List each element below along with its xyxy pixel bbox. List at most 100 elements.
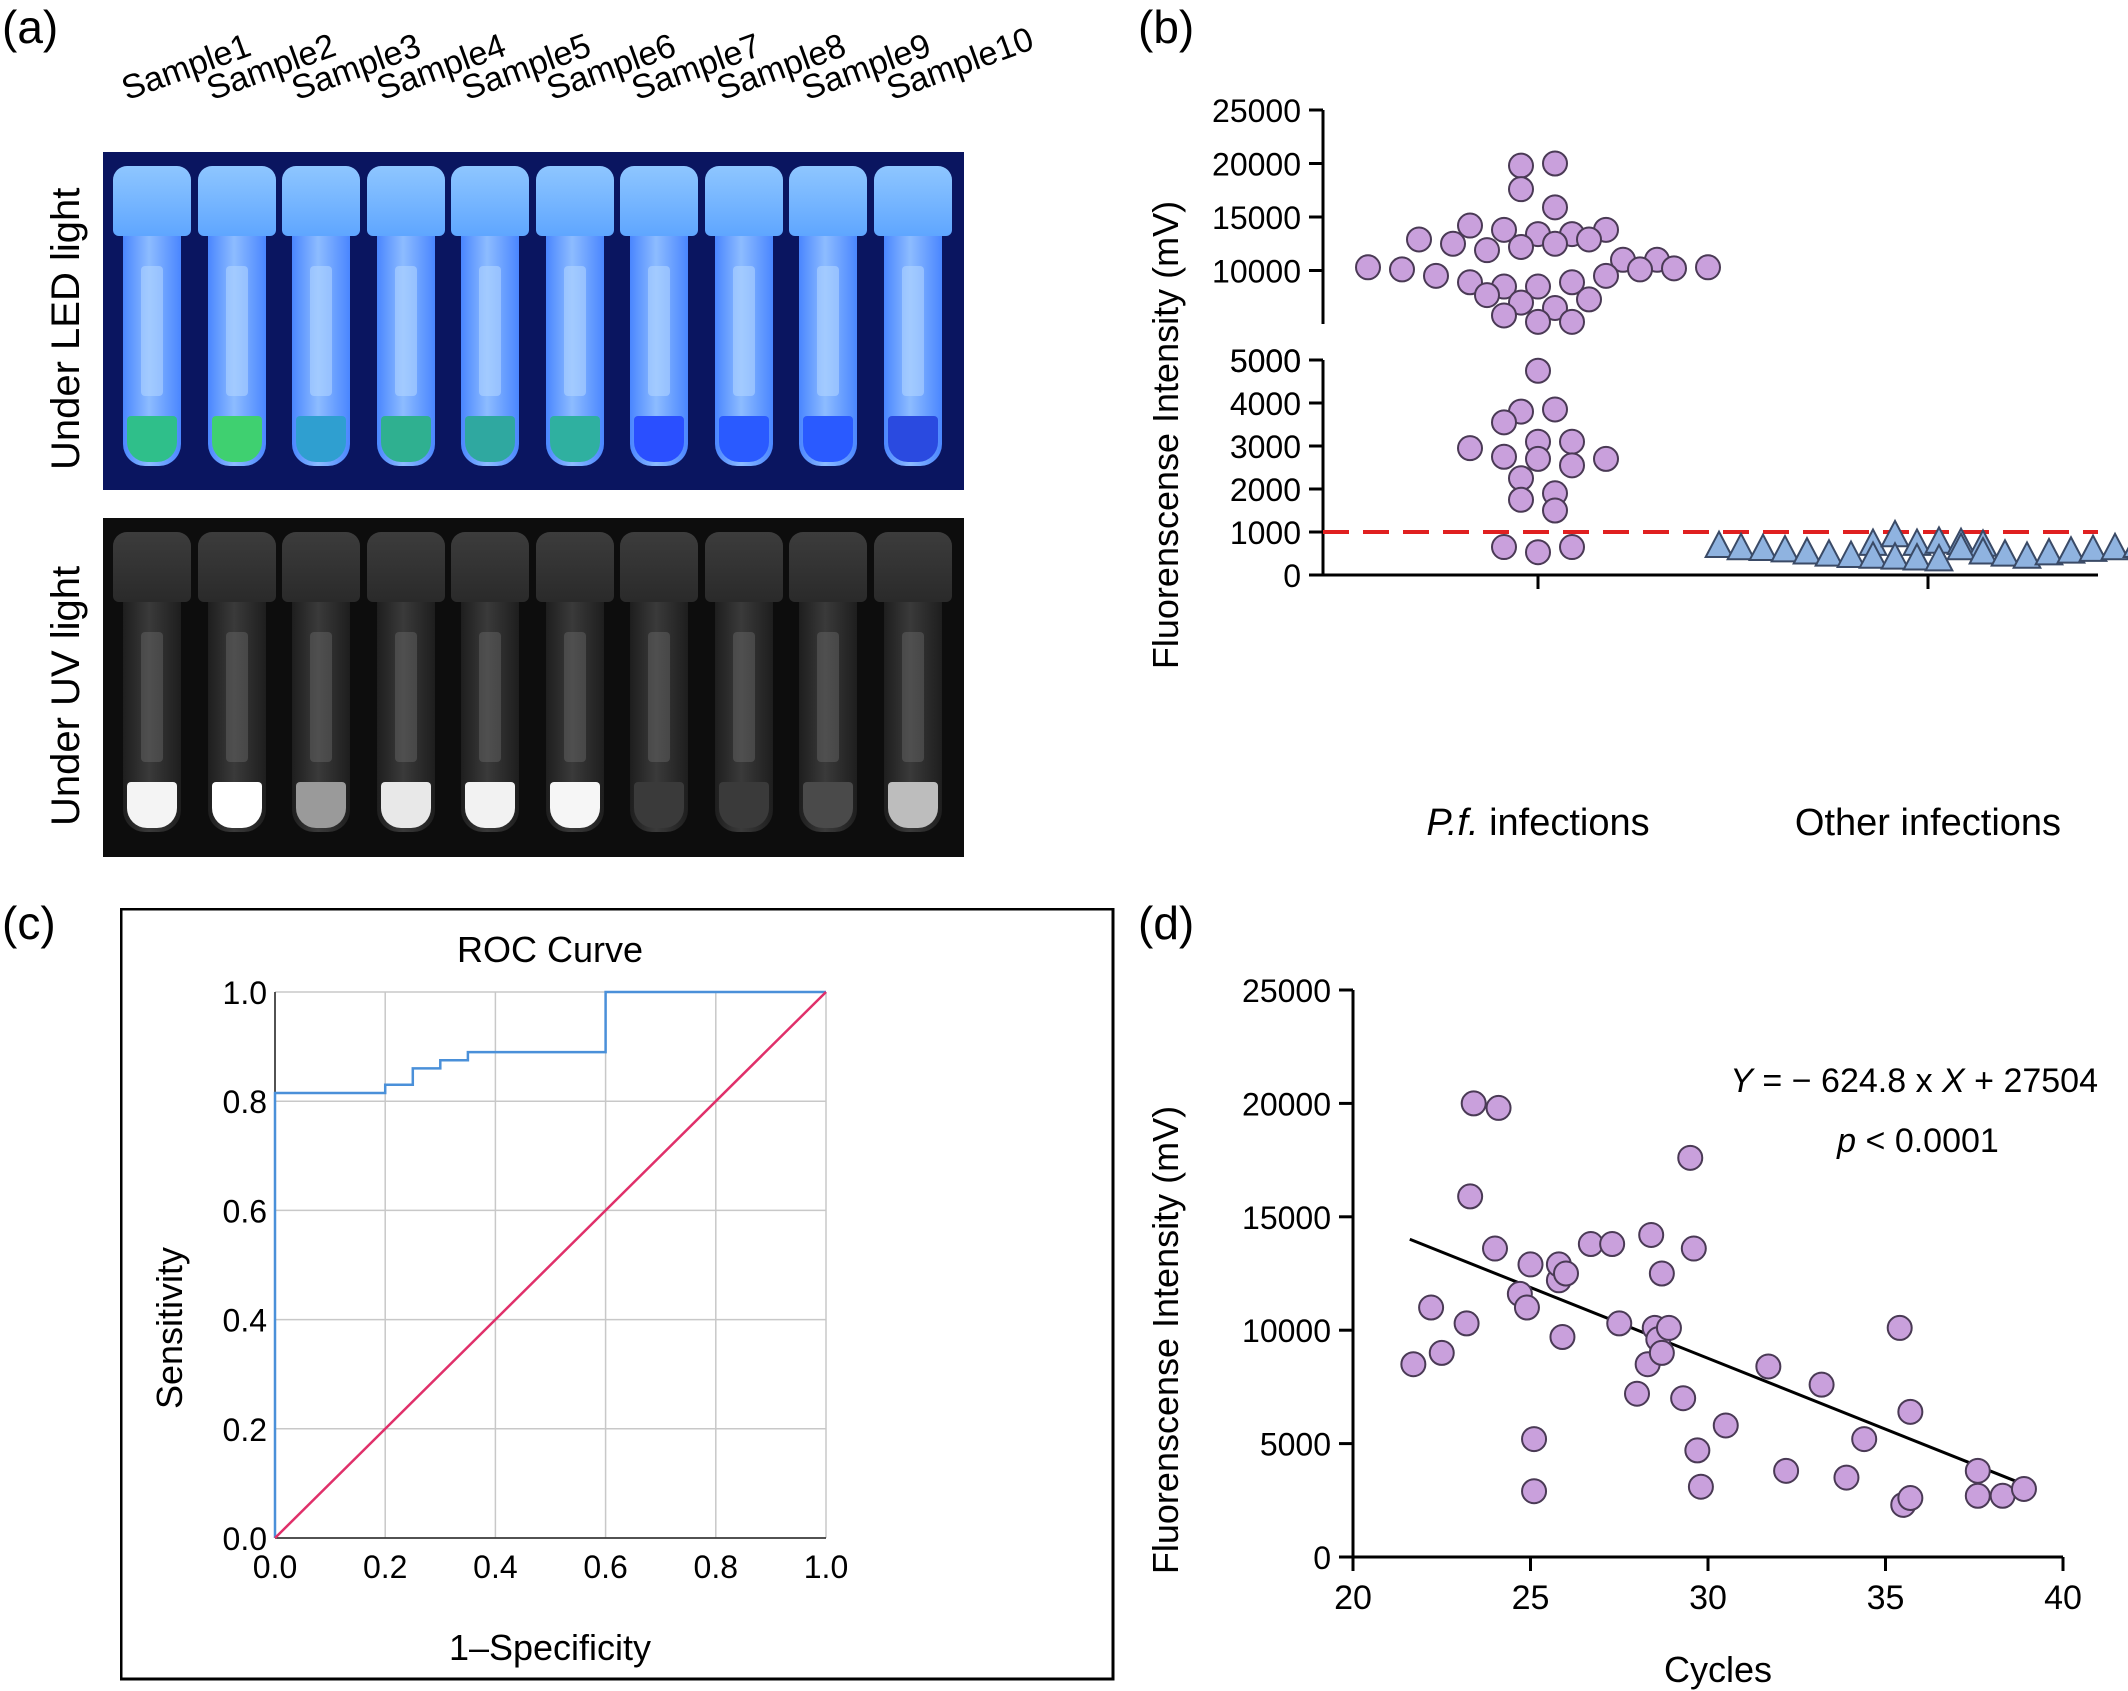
chart-b-point-other bbox=[1748, 532, 1778, 562]
chart-d-equation: Y = − 624.8 x X + 27504 bbox=[1730, 1062, 2098, 1100]
chart-d-point bbox=[1418, 1294, 1445, 1321]
chart-b-point-pf bbox=[1542, 150, 1568, 177]
chart-b-point-pf bbox=[1491, 534, 1517, 561]
chart-b-point-other bbox=[1770, 533, 1800, 563]
chart-b-point-pf bbox=[1576, 286, 1602, 313]
chart-b-point-pf bbox=[1542, 230, 1568, 257]
chart-b-point-pf bbox=[1508, 152, 1534, 179]
chart-b-point-other bbox=[1968, 535, 1998, 565]
chart-d-point bbox=[1485, 1094, 1512, 1121]
chart-b-point-other bbox=[1814, 538, 1844, 567]
chart-d-point bbox=[1712, 1412, 1739, 1439]
panel-label-d: (d) bbox=[1138, 897, 1195, 949]
chart-d-y-tick-label: 5000 bbox=[1260, 1427, 1331, 1463]
led-tube bbox=[873, 166, 952, 466]
chart-b-point-pf bbox=[1542, 194, 1568, 221]
chart-b-point-other bbox=[1880, 541, 1910, 570]
chart-c-x-tick-label: 0.8 bbox=[694, 1549, 738, 1585]
chart-d-point bbox=[1482, 1235, 1508, 1262]
chart-c-y-tick-label: 0.2 bbox=[223, 1412, 267, 1448]
chart-d-point bbox=[1687, 1473, 1714, 1500]
chart-d-point bbox=[1897, 1485, 1924, 1512]
chart-b-y-tick-label: 3000 bbox=[1230, 429, 1301, 465]
chart-d-point bbox=[1521, 1426, 1548, 1453]
chart-d-point bbox=[1964, 1482, 1991, 1509]
chart-d-y-tick-label: 10000 bbox=[1242, 1313, 1331, 1349]
chart-b-point-pf bbox=[1559, 452, 1585, 479]
chart-b-point-pf bbox=[1695, 254, 1721, 281]
led-tube-liquid bbox=[127, 416, 177, 462]
chart-b-point-pf bbox=[1355, 254, 1381, 281]
chart-b-point-pf bbox=[1491, 409, 1517, 436]
uv-tube-liquid bbox=[465, 782, 515, 828]
chart-b-point-other bbox=[1792, 535, 1822, 565]
chart-c-y-tick-label: 1.0 bbox=[223, 975, 267, 1011]
chart-d-point bbox=[1684, 1437, 1711, 1464]
chart-b-point-pf bbox=[1593, 445, 1619, 472]
chart-b-point-other bbox=[2034, 536, 2064, 566]
chart-d-point bbox=[1599, 1231, 1626, 1258]
led-tube bbox=[535, 166, 614, 466]
chart-d-x-axis-label: Cycles bbox=[1664, 1649, 1772, 1690]
chart-b-point-other bbox=[1836, 539, 1866, 568]
chart-b-point-other bbox=[2056, 535, 2086, 564]
chart-d-point bbox=[1670, 1385, 1697, 1412]
chart-d-x-tick-label: 40 bbox=[2044, 1579, 2082, 1617]
chart-c-x-axis-label: 1–Specificity bbox=[449, 1627, 651, 1668]
chart-d-y-tick-label: 0 bbox=[1313, 1540, 1331, 1576]
chart-c-y-tick-label: 0.4 bbox=[223, 1303, 267, 1339]
chart-b-point-pf bbox=[1576, 226, 1602, 253]
uv-tube-liquid bbox=[127, 782, 177, 828]
chart-b-point-pf bbox=[1508, 233, 1534, 260]
chart-b-point-pf bbox=[1627, 256, 1653, 283]
chart-d-point bbox=[1755, 1353, 1782, 1380]
chart-b-point-pf bbox=[1559, 534, 1585, 561]
chart-d-point bbox=[1648, 1260, 1675, 1287]
chart-b-point-pf bbox=[1525, 308, 1551, 335]
panel-label-a: (a) bbox=[2, 1, 59, 53]
chart-b-point-pf bbox=[1525, 273, 1551, 300]
panel-label-c: (c) bbox=[2, 897, 56, 949]
chart-d-point bbox=[1400, 1351, 1427, 1378]
led-tube-liquid bbox=[380, 416, 431, 462]
uv-tube-liquid bbox=[211, 782, 262, 828]
chart-b-dot-plot: Fluorenscense Intensity (mV) 0 1000 2000 30… bbox=[1145, 93, 2128, 844]
chart-b-point-pf bbox=[1525, 539, 1551, 566]
uv-tube bbox=[113, 532, 191, 832]
chart-d-y-axis-label: Fluorenscense Intensity (mV) bbox=[1145, 1106, 1186, 1574]
chart-c-title: ROC Curve bbox=[457, 929, 643, 970]
chart-d-point bbox=[1553, 1260, 1579, 1287]
led-tube bbox=[789, 166, 867, 466]
chart-b-point-pf bbox=[1474, 282, 1500, 309]
chart-b-point-pf bbox=[1661, 255, 1687, 282]
uv-tube-liquid bbox=[380, 782, 431, 828]
chart-b-y-tick-label: 4000 bbox=[1230, 386, 1301, 422]
chart-b-y-tick-label: 25000 bbox=[1212, 93, 1301, 129]
chart-b-point-pf bbox=[1542, 396, 1568, 423]
led-tube bbox=[451, 166, 529, 466]
led-tube-liquid bbox=[887, 416, 938, 462]
uv-tube bbox=[789, 532, 867, 832]
chart-d-point bbox=[1833, 1464, 1860, 1491]
chart-c-roc: ROC Curve 1–Specificity Sensitivity 0.0 0… bbox=[120, 908, 1115, 1681]
led-tube bbox=[366, 166, 445, 466]
chart-b-point-other bbox=[1726, 531, 1756, 561]
chart-d-point bbox=[1964, 1457, 1991, 1484]
uv-light-label: Under UV light bbox=[44, 565, 88, 826]
led-tube-liquid bbox=[211, 416, 262, 462]
uv-tube-liquid bbox=[803, 782, 853, 828]
chart-b-point-pf bbox=[1457, 212, 1483, 239]
uv-tube-liquid bbox=[887, 782, 938, 828]
chart-b-point-other bbox=[2122, 546, 2128, 559]
uv-tube bbox=[620, 532, 698, 832]
led-tube bbox=[282, 166, 360, 466]
chart-d-x-tick-label: 25 bbox=[1512, 1579, 1550, 1617]
uv-tube bbox=[451, 532, 529, 832]
led-tube bbox=[620, 166, 698, 466]
chart-b-y-tick-label: 1000 bbox=[1230, 515, 1301, 551]
uv-tube-liquid bbox=[718, 782, 769, 828]
led-tube-liquid bbox=[549, 416, 600, 462]
chart-b-point-pf bbox=[1457, 435, 1483, 462]
chart-b-y-tick-label: 15000 bbox=[1212, 200, 1301, 236]
chart-d-point bbox=[1549, 1324, 1576, 1351]
